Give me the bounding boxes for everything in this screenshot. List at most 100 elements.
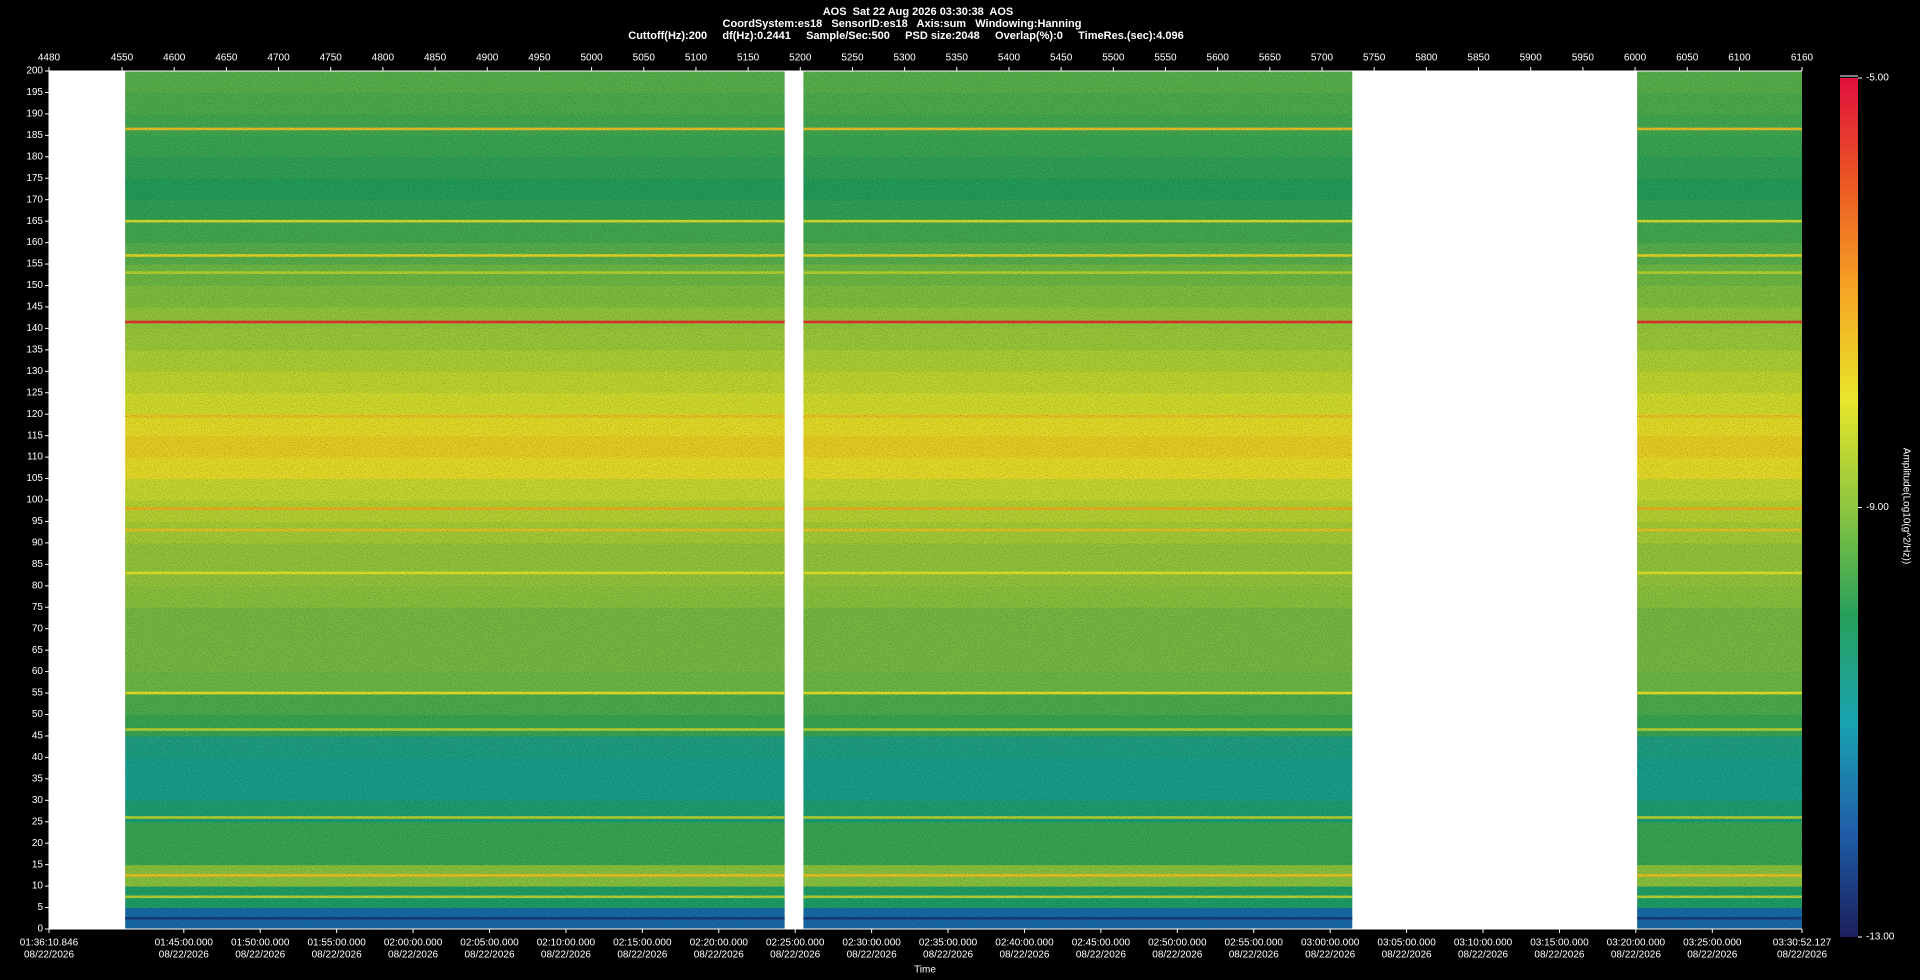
x-tick-label: 4750 <box>320 53 343 64</box>
spectral-line <box>803 415 1353 418</box>
spectrogram-band <box>803 778 1353 801</box>
y-tick-label: 175 <box>26 173 43 184</box>
x-tick-label: 5200 <box>789 53 812 64</box>
spectral-line <box>1637 271 1802 274</box>
x2-tick-label: 03:05:00.000 <box>1377 938 1436 949</box>
x2-tick-date: 08/22/2026 <box>312 950 362 961</box>
spectrogram <box>125 71 1802 930</box>
spectrogram-band <box>125 671 785 694</box>
spectrogram-band <box>803 735 1353 758</box>
x2-tick-date: 08/22/2026 <box>1687 950 1737 961</box>
spectrogram-band <box>803 435 1353 458</box>
spectrogram-band <box>803 392 1353 415</box>
y-tick-label: 160 <box>26 237 43 248</box>
x2-tick-date: 08/22/2026 <box>999 950 1049 961</box>
x2-tick-date: 08/22/2026 <box>1305 950 1355 961</box>
spectrogram-band <box>1637 392 1802 415</box>
spectral-line <box>1637 415 1802 418</box>
spectral-line <box>803 571 1353 575</box>
spectrogram-band <box>1637 778 1802 801</box>
spectral-line <box>1637 816 1802 819</box>
x-tick-label: 5100 <box>685 53 708 64</box>
y-tick-label: 100 <box>26 495 43 506</box>
spectrogram-band <box>125 71 785 93</box>
spectrogram-band <box>1637 650 1802 673</box>
x-tick-label: 5800 <box>1415 53 1438 64</box>
spectrogram-band <box>125 800 785 823</box>
spectrogram-band <box>125 821 785 844</box>
y-tick-label: 30 <box>32 795 44 806</box>
spectral-line <box>803 528 1353 532</box>
x2-tick-label: 02:50:00.000 <box>1148 938 1207 949</box>
spectrogram-band <box>1637 607 1802 630</box>
spectral-line <box>803 916 1353 920</box>
spectrogram-band <box>803 800 1353 823</box>
spectral-line <box>125 895 785 899</box>
spectrogram-band <box>1637 113 1802 136</box>
spectrogram-band <box>1637 693 1802 715</box>
spectral-line <box>1637 916 1802 920</box>
spectrogram-band <box>1637 349 1802 372</box>
spectrogram-band <box>803 135 1353 158</box>
y-tick-label: 0 <box>37 924 43 935</box>
y-tick-label: 85 <box>32 559 44 570</box>
y-tick-label: 190 <box>26 109 43 120</box>
spectrogram-band <box>125 371 785 394</box>
y-tick-label: 90 <box>32 538 44 549</box>
x2-tick-date: 08/22/2026 <box>694 950 744 961</box>
x2-tick-date: 08/22/2026 <box>770 950 820 961</box>
x2-tick-date: 08/22/2026 <box>1777 950 1827 961</box>
y-tick-label: 125 <box>26 387 43 398</box>
spectrogram-band <box>1637 92 1802 115</box>
spectrogram-band <box>125 435 785 458</box>
x2-tick-date: 08/22/2026 <box>541 950 591 961</box>
x-tick-label: 5900 <box>1520 53 1543 64</box>
spectrogram-band <box>125 778 785 801</box>
x-tick-label: 5500 <box>1102 53 1125 64</box>
spectrogram-band <box>1637 435 1802 458</box>
x2-tick-label: 02:15:00.000 <box>613 938 672 949</box>
spectral-line <box>803 271 1353 274</box>
spectrogram-band <box>1637 371 1802 394</box>
x-tick-label: 5850 <box>1467 53 1490 64</box>
x-tick-label: 6100 <box>1728 53 1751 64</box>
spectrogram-band <box>125 392 785 415</box>
spectrogram-band <box>1637 500 1802 522</box>
colorbar-tick-label: -9.00 <box>1866 502 1889 513</box>
spectrogram-band <box>125 178 785 201</box>
spectral-line <box>1637 219 1802 223</box>
spectrogram-band <box>1637 156 1802 179</box>
y-tick-label: 40 <box>32 752 44 763</box>
spectrogram-band <box>1637 306 1802 329</box>
title-line: AOS Sat 22 Aug 2026 03:30:38 AOS <box>823 6 1014 18</box>
y-tick-label: 50 <box>32 709 44 720</box>
x-tick-label: 5400 <box>998 53 1021 64</box>
y-tick-label: 105 <box>26 473 43 484</box>
spectral-line <box>803 127 1353 131</box>
spectral-line <box>125 254 785 257</box>
spectrogram-band <box>1637 457 1802 480</box>
y-tick-label: 155 <box>26 259 43 270</box>
spectrogram-band <box>803 328 1353 351</box>
spectrogram-band <box>1637 264 1802 286</box>
spectrogram-band <box>125 221 785 244</box>
spectrogram-band <box>1637 542 1802 565</box>
x2-tick-label: 03:25:00.000 <box>1683 938 1742 949</box>
spectral-line <box>803 728 1353 731</box>
spectrogram-band <box>803 264 1353 286</box>
spectrogram-band <box>125 199 785 222</box>
spectrogram-band <box>803 371 1353 394</box>
x2-tick-label: 01:50:00.000 <box>231 938 290 949</box>
x2-tick-label: 02:35:00.000 <box>919 938 978 949</box>
x2-tick-date: 08/22/2026 <box>464 950 514 961</box>
title-line: CoordSystem:es18 SensorID:es18 Axis:sum … <box>723 18 1082 30</box>
x-tick-label: 4700 <box>267 53 290 64</box>
spectrogram-band <box>125 735 785 758</box>
spectral-line <box>803 874 1353 877</box>
colorbar-tick-label: -5.00 <box>1866 73 1889 84</box>
spectrogram-band <box>125 306 785 329</box>
spectrogram-band <box>1637 585 1802 608</box>
x2-tick-label: 03:20:00.000 <box>1607 938 1666 949</box>
y-tick-label: 25 <box>32 816 44 827</box>
